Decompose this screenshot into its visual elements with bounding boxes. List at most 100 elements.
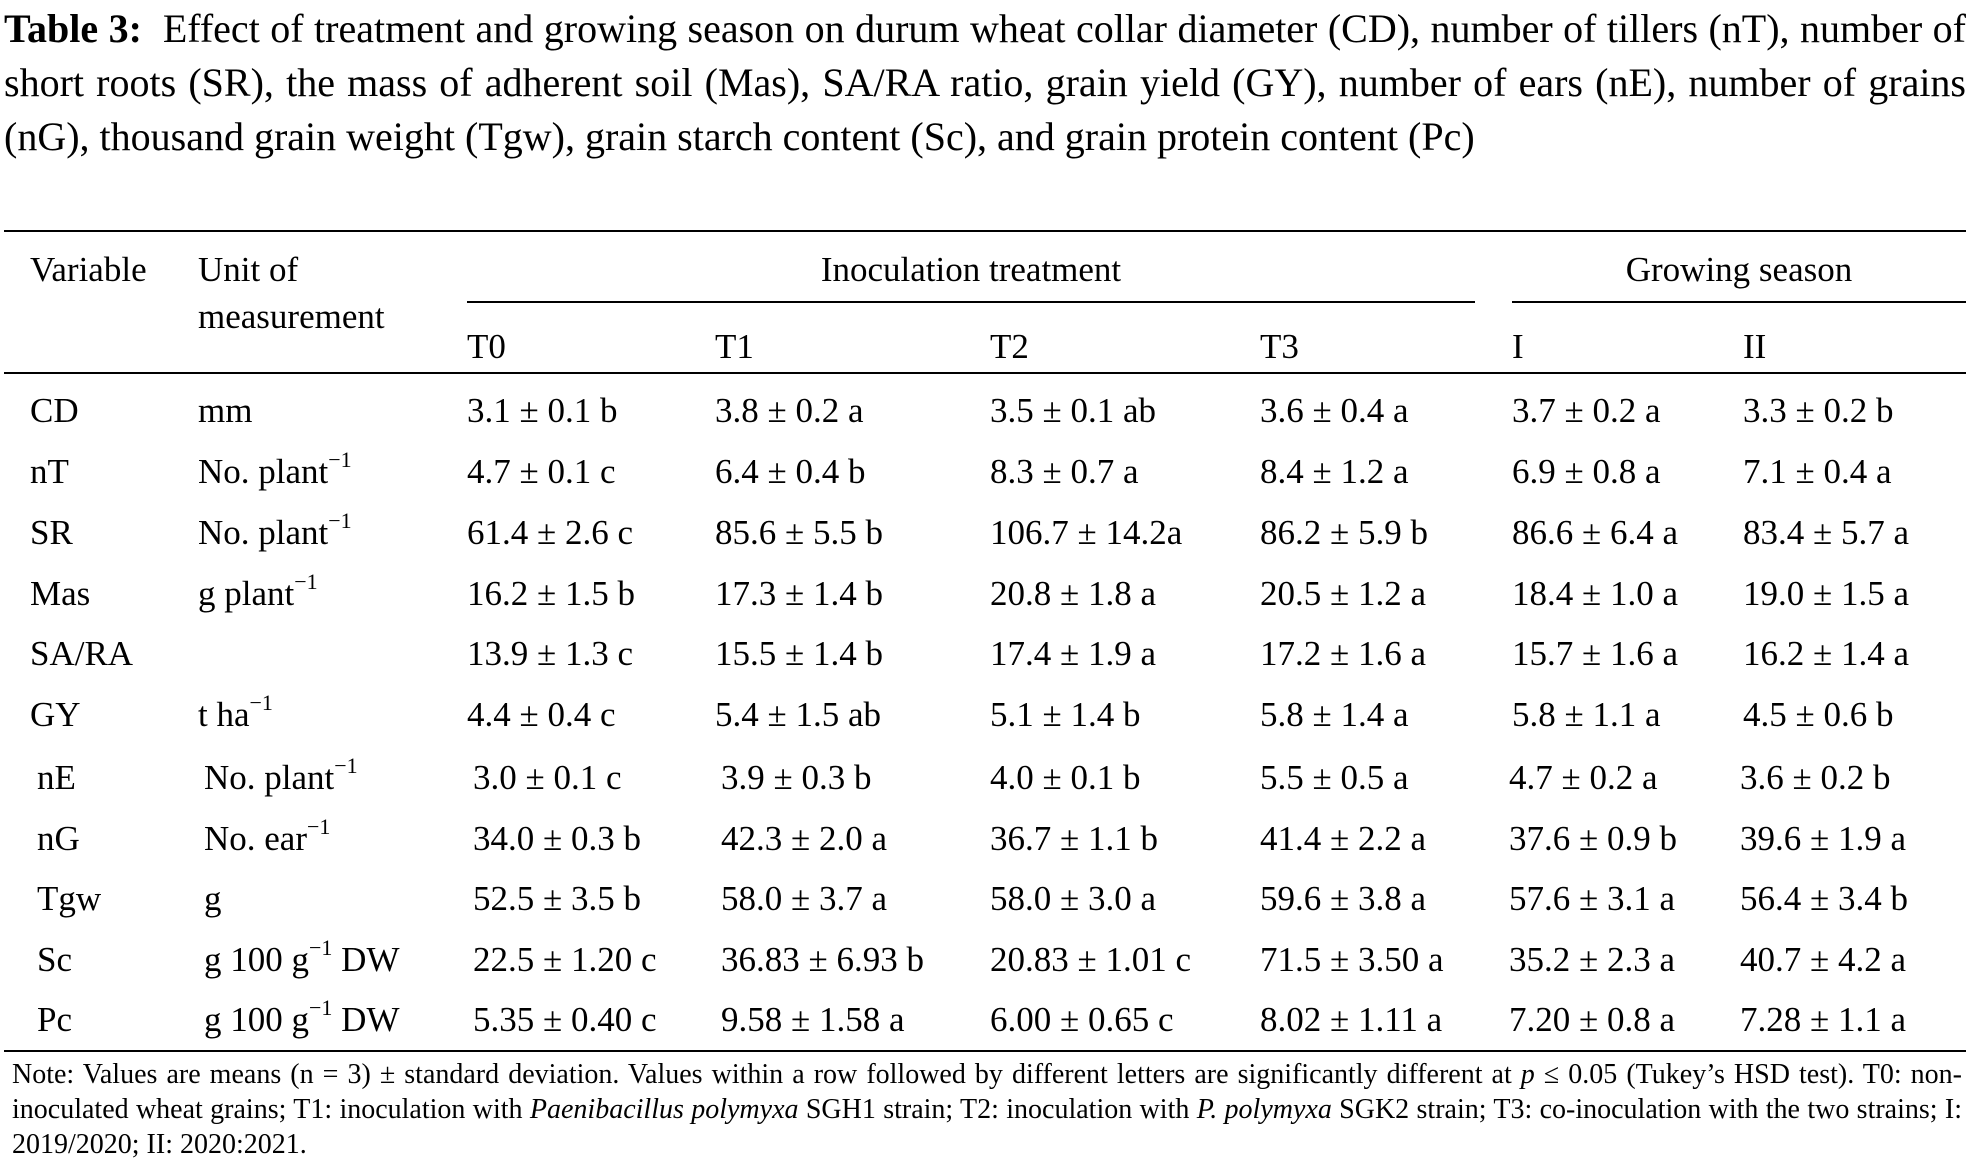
unit-suffix: DW (332, 940, 400, 979)
row-variable: nT (30, 452, 69, 491)
cell-season-i: 37.6 ± 0.9 b (1509, 819, 1677, 858)
cell-t1: 17.3 ± 1.4 b (715, 574, 883, 613)
row-unit: g 100 g−1 DW (204, 997, 400, 1040)
cell-t3: 8.02 ± 1.11 a (1260, 1000, 1443, 1039)
unit-base: t ha (198, 695, 250, 734)
cell-t2: 5.1 ± 1.4 b (990, 695, 1141, 734)
cell-t3: 17.2 ± 1.6 a (1260, 634, 1426, 673)
unit-base: mm (198, 391, 253, 430)
cell-t3: 71.5 ± 3.50 a (1260, 940, 1444, 979)
cell-t0: 13.9 ± 1.3 c (467, 634, 633, 673)
cell-t3: 5.8 ± 1.4 a (1260, 695, 1409, 734)
cell-season-i: 5.8 ± 1.1 a (1512, 695, 1661, 734)
unit-exponent: −1 (294, 569, 318, 594)
row-unit: No. ear−1 (204, 816, 330, 859)
header-unit-line1: Unit of (198, 250, 299, 289)
cell-t0: 4.7 ± 0.1 c (467, 452, 616, 491)
note-p-symbol: p (1520, 1059, 1535, 1090)
cell-t2: 36.7 ± 1.1 b (990, 819, 1158, 858)
cell-season-ii: 83.4 ± 5.7 a (1743, 513, 1909, 552)
unit-exponent: −1 (334, 753, 358, 778)
cell-t1: 42.3 ± 2.0 a (721, 819, 887, 858)
unit-exponent: −1 (328, 508, 352, 533)
cell-t0: 52.5 ± 3.5 b (473, 879, 641, 918)
cell-t2: 17.4 ± 1.9 a (990, 634, 1156, 673)
note-text-4: SGK2 strain; T3: co-inoculation with the… (12, 1094, 1963, 1160)
cell-season-i: 18.4 ± 1.0 a (1512, 574, 1678, 613)
row-unit: No. plant−1 (198, 510, 352, 553)
row-variable: GY (30, 695, 81, 734)
unit-suffix: DW (332, 1000, 400, 1039)
row-variable: nG (37, 819, 80, 858)
cell-t1: 36.83 ± 6.93 b (721, 940, 924, 979)
cell-t2: 8.3 ± 0.7 a (990, 452, 1139, 491)
row-unit: t ha−1 (198, 692, 273, 735)
unit-base: g plant (198, 574, 295, 613)
cell-season-ii: 40.7 ± 4.2 a (1740, 940, 1906, 979)
unit-exponent: −1 (309, 995, 333, 1020)
note-species-1: Paenibacillus polymyxa (529, 1094, 799, 1125)
cell-season-ii: 3.3 ± 0.2 b (1743, 391, 1894, 430)
cell-t0: 34.0 ± 0.3 b (473, 819, 641, 858)
header-group-season: Growing season (1625, 250, 1853, 289)
unit-exponent: −1 (307, 814, 331, 839)
row-variable: Pc (37, 1000, 72, 1039)
row-variable: Mas (30, 574, 91, 613)
header-col-season-ii: II (1743, 327, 1767, 366)
cell-season-ii: 7.1 ± 0.4 a (1743, 452, 1892, 491)
cell-t0: 4.4 ± 0.4 c (467, 695, 616, 734)
header-bottom-rule (4, 372, 1966, 374)
header-col-t3: T3 (1260, 327, 1299, 366)
cell-t3: 3.6 ± 0.4 a (1260, 391, 1409, 430)
cell-t2: 6.00 ± 0.65 c (990, 1000, 1174, 1039)
cell-season-ii: 56.4 ± 3.4 b (1740, 879, 1908, 918)
cell-t3: 86.2 ± 5.9 b (1260, 513, 1428, 552)
top-rule (4, 230, 1966, 232)
unit-base: No. plant (204, 758, 335, 797)
row-unit: No. plant−1 (198, 449, 352, 492)
cell-t1: 6.4 ± 0.4 b (715, 452, 866, 491)
unit-base: g 100 g (204, 940, 309, 979)
caption-text: Effect of treatment and growing season o… (4, 6, 1966, 159)
note-text-2: ≤ 0.05 (Tukey’s HSD test). T0: non-inocu… (12, 1059, 1962, 1125)
row-variable: Sc (37, 940, 72, 979)
cell-t1: 3.9 ± 0.3 b (721, 758, 872, 797)
cell-season-ii: 19.0 ± 1.5 a (1743, 574, 1909, 613)
note-text-1: Note: Values are means (n = 3) ± standar… (12, 1059, 1521, 1090)
cell-season-i: 86.6 ± 6.4 a (1512, 513, 1678, 552)
table-note: Note: Values are means (n = 3) ± standar… (12, 1057, 1962, 1162)
cell-t1: 58.0 ± 3.7 a (721, 879, 887, 918)
header-group-treatment: Inoculation treatment (820, 250, 1122, 289)
table-caption: Table 3: Effect of treatment and growing… (4, 2, 1966, 164)
unit-base: No. plant (198, 513, 329, 552)
cell-t2: 20.8 ± 1.8 a (990, 574, 1156, 613)
cell-t3: 5.5 ± 0.5 a (1260, 758, 1409, 797)
cell-t0: 61.4 ± 2.6 c (467, 513, 633, 552)
note-text-3: SGH1 strain; T2: inoculation with (798, 1094, 1197, 1125)
cell-t2: 4.0 ± 0.1 b (990, 758, 1141, 797)
treatment-group-rule (467, 301, 1475, 303)
row-variable: SR (30, 513, 73, 552)
season-group-rule (1512, 301, 1966, 303)
cell-t2: 20.83 ± 1.01 c (990, 940, 1191, 979)
cell-t0: 3.1 ± 0.1 b (467, 391, 618, 430)
cell-t0: 5.35 ± 0.40 c (473, 1000, 657, 1039)
note-species-2: P. polymyxa (1196, 1094, 1332, 1125)
cell-season-i: 3.7 ± 0.2 a (1512, 391, 1661, 430)
table-label: Table 3: (4, 6, 142, 51)
cell-t2: 58.0 ± 3.0 a (990, 879, 1156, 918)
row-unit: g plant−1 (198, 571, 318, 614)
cell-t3: 41.4 ± 2.2 a (1260, 819, 1426, 858)
cell-t1: 3.8 ± 0.2 a (715, 391, 864, 430)
header-col-t2: T2 (990, 327, 1029, 366)
cell-season-ii: 16.2 ± 1.4 a (1743, 634, 1909, 673)
cell-t1: 5.4 ± 1.5 ab (715, 695, 881, 734)
cell-season-ii: 7.28 ± 1.1 a (1740, 1000, 1906, 1039)
cell-t3: 8.4 ± 1.2 a (1260, 452, 1409, 491)
cell-t1: 9.58 ± 1.58 a (721, 1000, 905, 1039)
cell-t1: 15.5 ± 1.4 b (715, 634, 883, 673)
unit-base: g 100 g (204, 1000, 309, 1039)
cell-season-ii: 39.6 ± 1.9 a (1740, 819, 1906, 858)
row-unit: mm (198, 391, 252, 431)
header-col-t1: T1 (715, 327, 754, 366)
